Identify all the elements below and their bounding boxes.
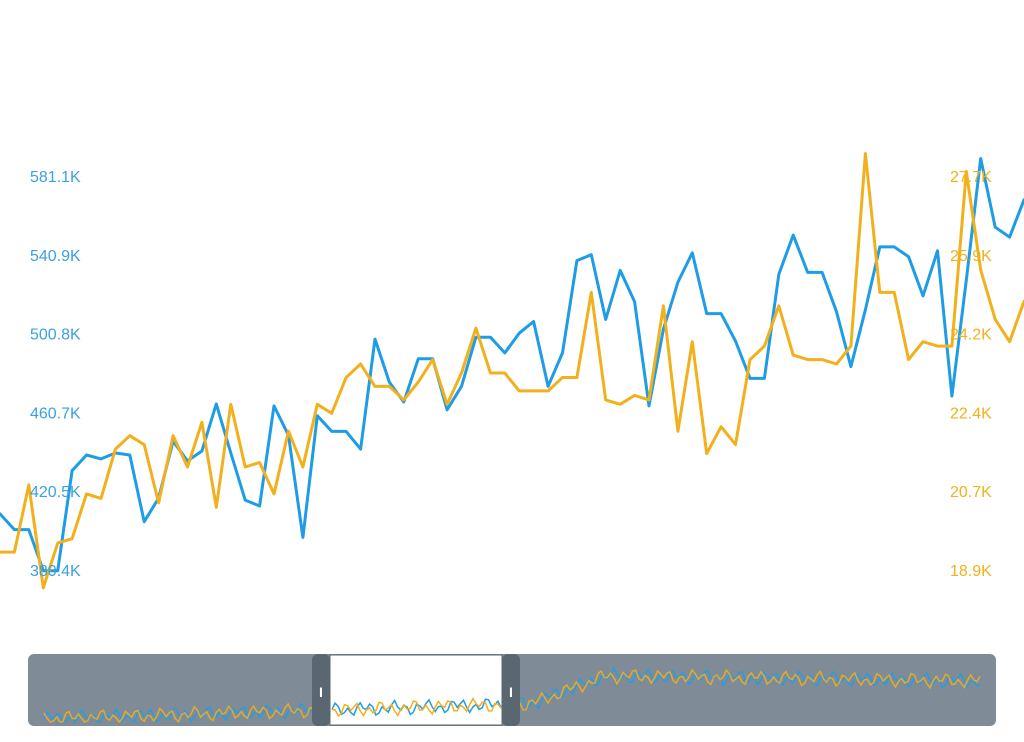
left-axis-tick-label: 420.5K bbox=[30, 484, 81, 501]
navigator-right-handle-grip: I bbox=[509, 684, 513, 700]
left-axis-tick-label: 380.4K bbox=[30, 563, 81, 580]
navigator-right-handle-bar[interactable] bbox=[502, 654, 520, 726]
orange-series-line bbox=[0, 152, 1024, 590]
right-axis-tick-label: 24.2K bbox=[950, 327, 992, 344]
blue-series-line bbox=[0, 157, 1024, 573]
navigator-right-handle[interactable]: I bbox=[502, 654, 520, 726]
right-axis-tick-label: 22.4K bbox=[950, 405, 992, 422]
range-navigator[interactable]: I I bbox=[28, 654, 996, 726]
main-plot-area bbox=[0, 152, 1024, 590]
navigator-window-series-line bbox=[332, 697, 502, 718]
left-axis-tick-label: 581.1K bbox=[30, 169, 81, 186]
right-axis-tick-label: 20.7K bbox=[950, 484, 992, 501]
navigator-window-series-line bbox=[331, 698, 502, 717]
navigator-selected-window[interactable] bbox=[329, 654, 503, 726]
left-y-axis: 581.1K 540.9K 500.8K 460.7K 420.5K 380.4K bbox=[30, 169, 81, 580]
navigator-window-series bbox=[331, 697, 502, 718]
navigator-left-handle-grip: I bbox=[319, 684, 323, 700]
right-axis-tick-label: 18.9K bbox=[950, 563, 992, 580]
left-axis-tick-label: 460.7K bbox=[30, 405, 81, 422]
navigator-left-handle-bar[interactable] bbox=[312, 654, 330, 726]
right-axis-tick-label: 25.9K bbox=[950, 248, 992, 265]
navigator-left-handle[interactable]: I bbox=[312, 654, 330, 726]
left-axis-tick-label: 500.8K bbox=[30, 327, 81, 344]
right-y-axis: 27.7K 25.9K 24.2K 22.4K 20.7K 18.9K bbox=[950, 169, 992, 580]
left-axis-tick-label: 540.9K bbox=[30, 248, 81, 265]
right-axis-tick-label: 27.7K bbox=[950, 169, 992, 186]
